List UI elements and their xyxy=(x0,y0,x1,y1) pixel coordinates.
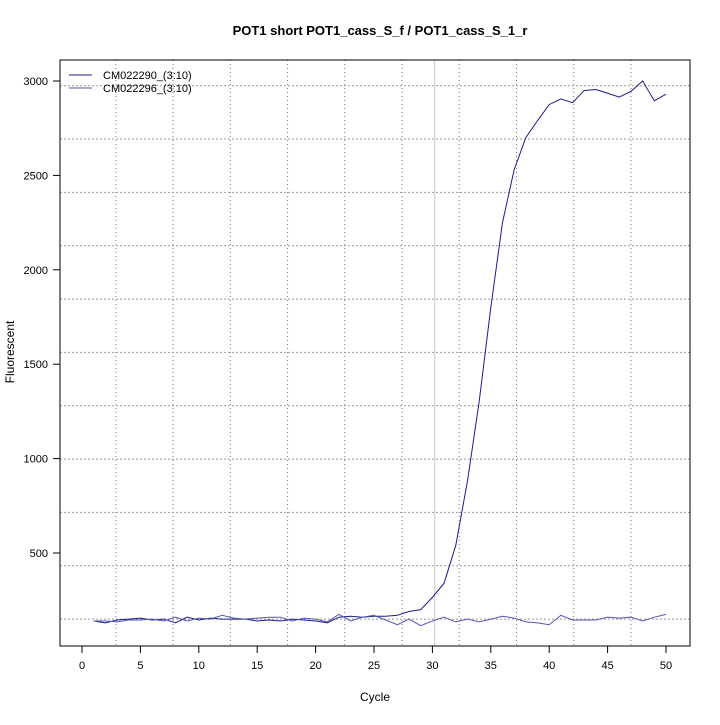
x-tick-label: 5 xyxy=(137,660,143,672)
legend-label: CM022290_(3:10) xyxy=(103,70,192,82)
series-lines xyxy=(93,80,667,627)
x-tick-label: 35 xyxy=(485,660,497,672)
legend-label: CM022296_(3:10) xyxy=(103,83,192,95)
x-tick-label: 40 xyxy=(543,660,555,672)
x-tick-label: 0 xyxy=(79,660,85,672)
y-axis-label: Fluorescent xyxy=(3,320,17,383)
x-tick-label: 25 xyxy=(368,660,380,672)
grid xyxy=(60,60,690,646)
x-tick-label: 15 xyxy=(251,660,263,672)
series-line-0 xyxy=(93,80,667,624)
y-tick-label: 2500 xyxy=(24,170,48,182)
x-tick-label: 20 xyxy=(309,660,321,672)
x-tick-label: 10 xyxy=(193,660,205,672)
x-tick-label: 30 xyxy=(426,660,438,672)
y-tick-label: 2000 xyxy=(24,265,48,277)
plot-frame xyxy=(59,59,691,647)
legend: CM022290_(3:10)CM022296_(3:10) xyxy=(69,70,192,95)
series-line-1 xyxy=(93,613,667,627)
y-axis: 500 1000 1500 2000 2500 3000 xyxy=(24,76,61,560)
y-tick-label: 3000 xyxy=(24,76,48,88)
x-axis-label: Cycle xyxy=(360,690,390,704)
x-tick-label: 50 xyxy=(660,660,672,672)
y-tick-label: 1500 xyxy=(24,359,48,371)
y-tick-label: 1000 xyxy=(24,454,48,466)
x-tick-label: 45 xyxy=(601,660,613,672)
x-axis: 0 5 10 15 20 25 30 35 40 45 50 xyxy=(79,645,672,672)
chart-title: POT1 short POT1_cass_S_f / POT1_cass_S_1… xyxy=(233,23,528,38)
y-tick-label: 500 xyxy=(30,548,48,560)
